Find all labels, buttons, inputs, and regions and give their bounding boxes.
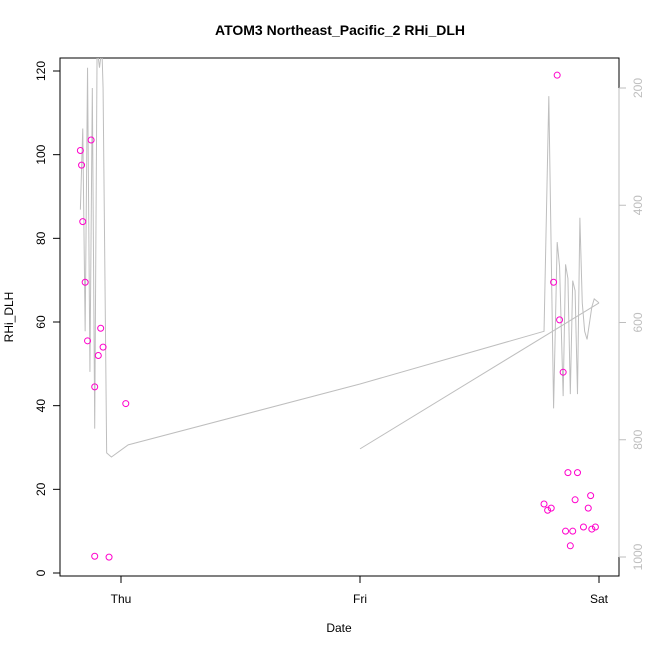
data-point: [544, 506, 552, 514]
data-point: [579, 523, 587, 531]
data-point: [573, 469, 581, 477]
y-tick-label: 60: [34, 315, 48, 329]
data-point: [91, 552, 99, 560]
series-line-1: [79, 58, 600, 458]
data-point: [559, 368, 567, 376]
data-point: [547, 504, 555, 512]
data-point: [540, 500, 548, 508]
y-tick-label: 80: [34, 231, 48, 245]
data-point: [81, 278, 89, 286]
data-point: [569, 527, 577, 535]
plot-frame: [59, 57, 620, 577]
data-point: [84, 337, 92, 345]
data-point: [571, 496, 579, 504]
y-tick-label: 40: [34, 399, 48, 413]
y2-tick-label: 1000: [631, 543, 645, 570]
data-point: [550, 278, 558, 286]
data-point: [76, 146, 84, 154]
y-axis-title: RHi_DLH: [2, 292, 16, 343]
data-point: [553, 71, 561, 79]
data-point: [79, 218, 87, 226]
data-point: [105, 553, 113, 561]
y-axis-right: 200 400 600 800 1000: [618, 78, 645, 570]
y2-tick-label: 200: [631, 78, 645, 98]
series-line-2: [359, 302, 600, 450]
y-tick-label: 20: [34, 482, 48, 496]
y-axis-left: 0 20 40 60 80 100 120: [34, 61, 61, 576]
x-tick-label: Thu: [111, 592, 132, 606]
data-point: [122, 400, 130, 408]
data-point: [99, 343, 107, 351]
data-point: [562, 527, 570, 535]
y2-tick-label: 800: [631, 429, 645, 449]
data-point: [566, 542, 574, 550]
series-layer: [76, 58, 600, 561]
data-point: [584, 504, 592, 512]
y2-tick-label: 400: [631, 195, 645, 215]
x-axis-title: Date: [326, 621, 352, 635]
y-tick-label: 120: [34, 61, 48, 81]
y2-tick-label: 600: [631, 312, 645, 332]
data-point: [588, 525, 596, 533]
y-tick-label: 100: [34, 144, 48, 164]
data-point: [587, 492, 595, 500]
x-tick-label: Fri: [353, 592, 367, 606]
y-tick-label: 0: [34, 569, 48, 576]
data-point: [97, 324, 105, 332]
data-point: [94, 351, 102, 359]
data-point: [78, 161, 86, 169]
data-point: [591, 523, 599, 531]
data-point: [87, 136, 95, 144]
data-point: [91, 383, 99, 391]
data-point: [564, 469, 572, 477]
chart-title: ATOM3 Northeast_Pacific_2 RHi_DLH: [215, 22, 465, 38]
x-tick-label: Sat: [590, 592, 609, 606]
data-point: [556, 316, 564, 324]
x-axis: Thu Fri Sat: [111, 575, 609, 606]
